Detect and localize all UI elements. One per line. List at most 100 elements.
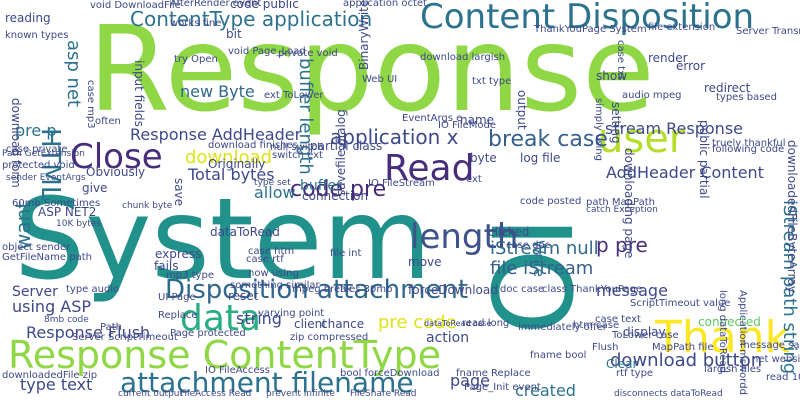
word-case-txt: case txt [615,40,626,80]
word-switch-ext: switch ext [272,150,323,161]
word-addheader-content: AddHeader Content [606,163,764,182]
word-message-saying: message saying [740,340,800,351]
word-immediately-offer: immediately offer [518,322,608,333]
word-name: name [460,113,494,127]
word-pre-p: pre p [15,121,56,140]
word-downloadedfilebytearray: downloadedFileByteArray [785,140,799,293]
word-case-private: case private [6,144,68,155]
word-render: render [648,51,688,65]
word-rtf-type: rtf type [616,368,653,379]
word-redirect: redirect [704,81,751,95]
word-connection: connection [302,189,368,203]
word-web-ui: Web UI [362,74,397,85]
word-savefile-dialog: savefile dialog [334,109,348,196]
word-protected-void: protected void [2,160,75,171]
word-mp3-type: mp3 type [166,270,214,281]
word-io-filestream: IO FileStream [368,178,435,189]
word-client: client [294,317,327,331]
word-varying-point: varying point [258,308,324,319]
word-case-mp3: case mp3 [85,80,96,129]
word-type-text: type text [20,375,92,394]
word-express: express [155,247,201,261]
word-thank: Thank [654,312,791,363]
word-system: System [14,175,432,305]
word-doc-case: doc case [500,284,544,295]
word-download: download [185,147,272,168]
word-action: action [426,330,469,346]
word-public-partial: public partial [697,120,711,199]
word-forcedownload: forceDownload [408,283,498,297]
word-server-transmitfile: Server TransmitFile [736,26,800,37]
word-download-largish: download largish [420,52,505,63]
word-response-contenttype: Response ContentType [8,333,441,377]
word-downloadedfile-zip: downloadedFile zip [2,370,97,381]
word-reset: reset [228,289,259,303]
word-stream-response: stream Response [605,119,743,138]
word-contenttype-application: ContentType application [130,7,372,31]
word-8mb-code: 8mb code [44,315,89,325]
word-io: IO [466,216,594,335]
word-byte: byte [470,151,497,165]
word-close: Close [70,137,163,177]
word-disconnects-datatoread: disconnects dataToRead [614,389,723,399]
word-following-code: following code [712,144,784,155]
word-save: save [172,178,186,206]
word-fileaccess-read: FileAccess Read [180,389,251,399]
word-istream-null: iStream null [490,238,599,259]
word-response-addheader: Response AddHeader [130,125,302,144]
word-downloading-page: downloading page [622,148,636,258]
word-partial-class: partial class [310,139,382,153]
word-page: page [450,371,490,390]
word-total-bytes: Total bytes [187,165,275,184]
word-allow: allow [254,183,296,202]
word-download-finishes: download finishes [208,140,298,151]
word-response: Response [88,0,655,138]
word-read: Read [384,148,474,189]
word-display: display [623,325,666,339]
word-tolower-case: ToLower case [611,330,679,341]
word-fails: fails [154,259,179,273]
word-reading: reading [5,11,51,25]
word-private-void: private void [278,48,338,59]
word-download-form: download form [9,98,23,188]
word-log-file: log file [520,151,560,165]
word-buffer-length: buffer length [295,58,316,175]
word-null-switch: null switch [270,142,323,153]
word-code-pre: code pre [290,177,386,202]
word-case-htm: case htm [248,246,294,257]
word-datatoread-case: dataToRead case [424,319,492,328]
word-ui-page: UI Page [158,292,196,303]
word-server-scripttimeout: Server ScriptTimeout [72,332,178,343]
word-catch-exception: catch Exception [586,205,658,215]
word-try-open: try Open [174,54,218,65]
word-object-sender: object sender [2,242,71,253]
word-istream-path-string: iStream path string [779,200,800,374]
word-afterrender-event: AfterRender event [170,0,261,9]
word-datatoread: dataToRead [210,225,280,239]
word-fileshare-read: FileShare Read [350,389,417,399]
word-string: string [236,309,282,328]
word-types-based: types based [716,92,777,103]
word-file-extension: file extension [648,22,715,33]
word-current-output: current output [118,389,183,399]
word-connected: connected [698,315,761,329]
word-chunk-byte: chunk byte [122,201,173,211]
word-works-fine: works fine [170,18,221,29]
word-void-page-load: void Page_Load [228,46,306,57]
word-read-10k: read 10K [766,372,800,383]
word-case-rtf: case rtf [246,254,284,265]
word-code-posted: code posted [520,196,581,207]
word-pre-code: pre code [378,312,457,333]
word-io-filemode: IO FileMode [438,120,496,131]
word-write: Write [530,240,546,277]
word-now-using: now using [248,268,299,279]
word-bool-forcedownload: bool forceDownload [340,368,439,379]
word-page-init-event: Page_Init event [464,382,541,393]
word-clear: Clear [606,357,637,371]
word-page-protected: Page protected [170,328,246,339]
word-flush: Flush [592,342,618,353]
word-audio-mpeg: audio mpeg [622,90,681,101]
word-originally: Originally [208,157,265,171]
